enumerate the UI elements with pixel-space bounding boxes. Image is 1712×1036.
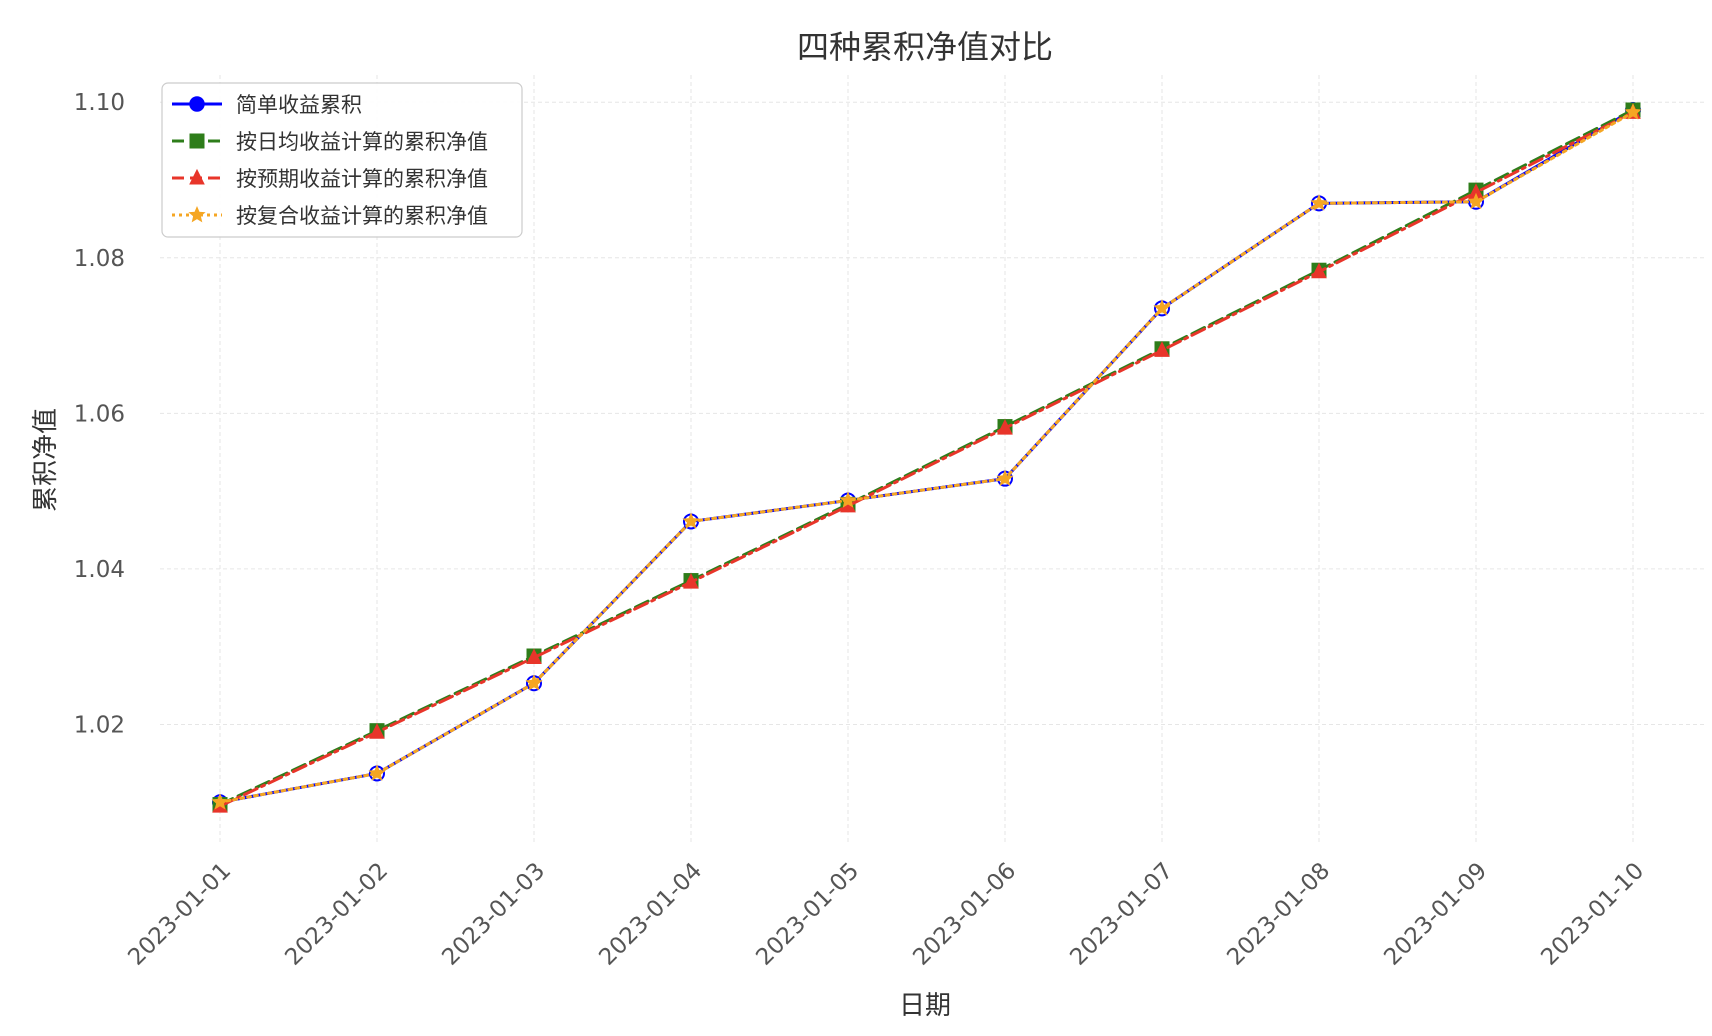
x-tick-label: 2023-01-01 bbox=[123, 858, 236, 971]
series-point bbox=[369, 723, 385, 739]
y-tick-label: 1.08 bbox=[74, 246, 125, 272]
series-point bbox=[525, 674, 543, 691]
series-point bbox=[997, 418, 1013, 435]
x-tick-label: 2023-01-05 bbox=[751, 858, 864, 971]
legend-item: 按日均收益计算的累积净值 bbox=[172, 130, 488, 154]
series-point bbox=[682, 512, 700, 529]
legend-marker bbox=[189, 168, 205, 185]
y-tick-label: 1.10 bbox=[74, 90, 125, 116]
series-layer bbox=[211, 102, 1642, 813]
series-point bbox=[1467, 192, 1485, 210]
series-point bbox=[368, 764, 386, 781]
grid bbox=[160, 75, 1705, 845]
x-axis-ticks: 2023-01-01 2023-01-02 2023-01-03 2023-01-04… bbox=[123, 858, 1649, 971]
x-tick-label: 2023-01-09 bbox=[1379, 858, 1492, 971]
legend-marker bbox=[189, 96, 205, 112]
x-tick-label: 2023-01-02 bbox=[280, 858, 393, 971]
legend-item: 简单收益累积 bbox=[172, 93, 362, 117]
x-tick-label: 2023-01-06 bbox=[908, 858, 1021, 971]
x-tick-label: 2023-01-10 bbox=[1536, 858, 1649, 971]
y-tick-label: 1.02 bbox=[74, 712, 125, 738]
legend-marker bbox=[189, 133, 205, 149]
legend-label: 简单收益累积 bbox=[236, 93, 362, 117]
series-point bbox=[1153, 299, 1171, 316]
legend-label: 按复合收益计算的累积净值 bbox=[236, 204, 488, 228]
legend-marker bbox=[188, 205, 206, 223]
series-point bbox=[996, 469, 1014, 486]
legend-item: 按预期收益计算的累积净值 bbox=[172, 167, 488, 191]
series-point bbox=[683, 572, 699, 589]
y-tick-label: 1.04 bbox=[74, 557, 125, 583]
legend: 简单收益累积按日均收益计算的累积净值按预期收益计算的累积净值按复合收益计算的累积… bbox=[161, 82, 523, 238]
chart-title: 四种累积净值对比 bbox=[797, 28, 1053, 66]
series-line bbox=[218, 110, 1635, 804]
series-4 bbox=[211, 103, 1642, 810]
series-line bbox=[218, 110, 1635, 808]
series-point bbox=[1154, 341, 1170, 357]
legend-item: 按复合收益计算的累积净值 bbox=[172, 204, 488, 228]
series-point bbox=[1310, 194, 1328, 211]
legend-label: 按预期收益计算的累积净值 bbox=[236, 167, 488, 191]
x-tick-label: 2023-01-08 bbox=[1222, 858, 1335, 971]
y-axis-label: 累积净值 bbox=[31, 408, 61, 512]
y-axis-ticks: 1.02 1.04 1.06 1.08 1.10 bbox=[74, 90, 125, 738]
series-point bbox=[526, 648, 542, 665]
x-tick-label: 2023-01-07 bbox=[1065, 858, 1178, 971]
legend-box bbox=[161, 82, 523, 238]
y-tick-label: 1.06 bbox=[74, 401, 125, 427]
x-axis-label: 日期 bbox=[899, 991, 951, 1021]
series-point bbox=[211, 793, 229, 810]
legend-label: 按日均收益计算的累积净值 bbox=[236, 130, 488, 154]
series-point bbox=[1311, 262, 1327, 279]
series-point bbox=[1624, 103, 1642, 120]
series-point bbox=[839, 491, 857, 508]
x-tick-label: 2023-01-04 bbox=[594, 858, 707, 971]
x-tick-label: 2023-01-03 bbox=[437, 858, 550, 971]
